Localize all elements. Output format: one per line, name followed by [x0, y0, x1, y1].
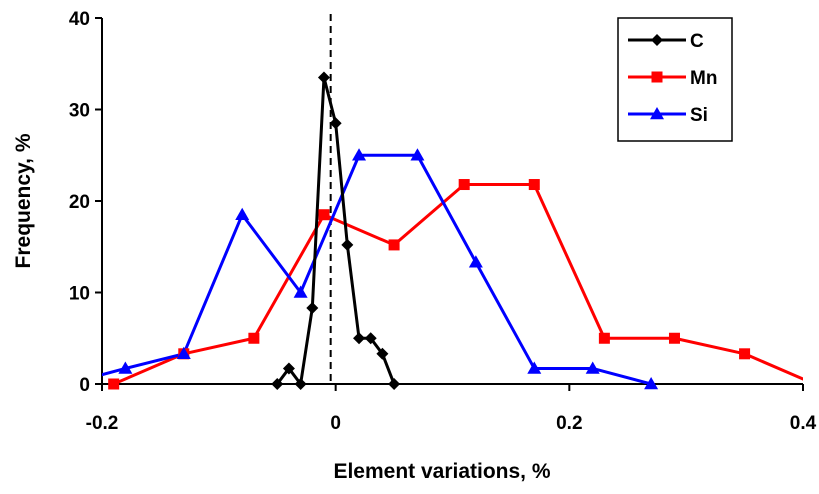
legend-marker-si — [650, 107, 664, 120]
data-point-mn — [248, 332, 260, 344]
data-point-mn — [739, 348, 751, 360]
data-point-si — [293, 285, 308, 298]
data-point-si — [352, 148, 367, 161]
data-point-c — [329, 117, 342, 130]
x-axis-title: Element variations, % — [333, 460, 550, 483]
data-point-mn — [458, 179, 470, 191]
data-point-mn — [528, 179, 540, 191]
legend-marker-mn — [651, 71, 663, 83]
y-tick-label: 10 — [69, 284, 90, 305]
data-point-si — [235, 207, 250, 220]
data-point-si — [527, 361, 542, 374]
data-point-mn — [318, 209, 330, 221]
legend-marker-c — [651, 34, 663, 46]
y-tick-label: 20 — [69, 192, 90, 213]
y-tick-label: 30 — [69, 101, 90, 122]
x-tick-label: 0.4 — [790, 413, 817, 434]
marker-layer — [108, 71, 751, 390]
y-tick-label: 0 — [79, 375, 90, 396]
x-tick-label: 0.2 — [556, 413, 582, 434]
data-point-c — [388, 378, 401, 390]
legend-label-si: Si — [690, 105, 708, 126]
series-line-si — [102, 153, 652, 384]
series-line-mn — [113, 183, 803, 384]
data-point-si — [644, 377, 659, 390]
legend-label-c: C — [690, 31, 704, 52]
legend-label-mn: Mn — [690, 68, 717, 89]
axes: 0 10 20 30 40 -0.2 0 0.2 0.4 — [69, 9, 817, 434]
data-point-c — [282, 362, 295, 375]
data-point-mn — [668, 332, 680, 344]
data-point-c — [271, 378, 284, 390]
data-point-mn — [388, 239, 400, 251]
data-point-si — [585, 361, 600, 374]
data-point-c — [294, 378, 307, 390]
data-point-c — [376, 347, 389, 360]
y-axis-title: Frequency, % — [12, 133, 35, 268]
data-point-mn — [598, 332, 610, 344]
legend: C Mn Si — [617, 17, 733, 142]
data-point-c — [317, 71, 330, 84]
data-point-c — [364, 332, 377, 345]
data-point-c — [306, 302, 319, 315]
data-point-c — [353, 332, 366, 345]
y-tick-label: 40 — [69, 9, 90, 30]
x-tick-label: 0 — [330, 413, 341, 434]
data-point-mn — [108, 378, 120, 390]
x-tick-label: -0.2 — [86, 413, 119, 434]
data-point-si — [468, 255, 483, 268]
data-point-c — [341, 238, 354, 251]
data-point-si — [176, 346, 191, 360]
data-point-si — [118, 361, 133, 374]
data-point-si — [410, 148, 425, 161]
